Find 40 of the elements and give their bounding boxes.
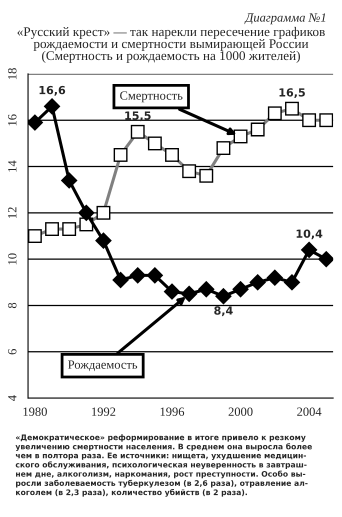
point	[164, 284, 180, 300]
data-label: 10,4	[296, 229, 322, 240]
point	[215, 288, 232, 304]
x-tick-label: 1992	[92, 408, 116, 416]
text: Смертность	[120, 91, 182, 102]
data-label: 16,5	[280, 88, 305, 98]
point	[61, 172, 78, 188]
y-tick-label: 4	[8, 395, 16, 401]
data-label: 8,4	[214, 306, 233, 316]
point	[130, 267, 146, 284]
y-tick-label: 18	[8, 68, 16, 80]
x-tick-label: 1980	[24, 407, 47, 416]
point	[198, 281, 214, 298]
data-label: 16,6	[40, 86, 66, 96]
x-tick-label: 2000	[228, 407, 253, 416]
y-tick-label: 8	[8, 302, 16, 308]
y-tick-label: 14	[8, 160, 16, 172]
data-label: 15,5	[125, 112, 151, 122]
point	[266, 270, 283, 286]
point	[78, 204, 94, 221]
point	[250, 274, 266, 290]
y-tick-label: 6	[8, 349, 16, 354]
point	[28, 114, 43, 131]
text: Рождаемость	[68, 360, 138, 372]
x-tick-label: 1996	[160, 408, 184, 416]
y-tick-label: 12	[8, 207, 16, 218]
chart-title: «Русский крест» — так нарекли пересечение графиков рождаемости и смертности вымирающей России (Смертность и рождаемость на 1000 жителей)	[17, 26, 325, 63]
point	[301, 242, 318, 258]
point	[318, 251, 334, 268]
y-tick-label: 16	[8, 114, 16, 126]
point	[112, 272, 129, 288]
y-tick-label: 10	[8, 253, 16, 264]
point	[95, 232, 112, 249]
point	[146, 267, 163, 284]
chart-subtitle: Диаграмма №1	[244, 13, 326, 24]
point	[284, 274, 300, 290]
point	[181, 286, 198, 302]
x-tick-label: 2004	[297, 407, 322, 416]
point	[44, 98, 60, 114]
point	[232, 281, 249, 298]
